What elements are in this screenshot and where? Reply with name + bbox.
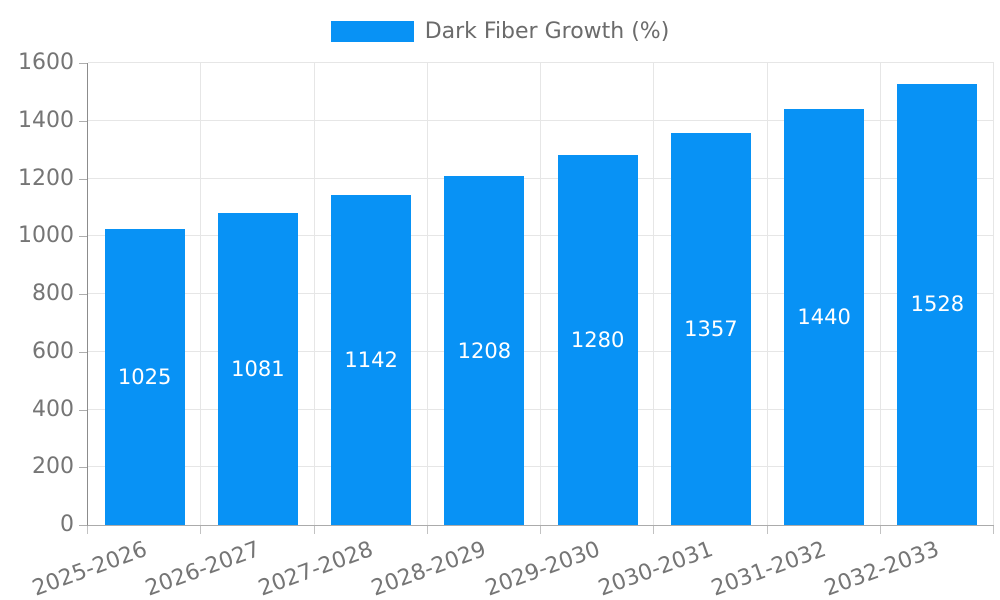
y-axis-tick-label: 400	[32, 396, 74, 422]
x-axis-tick	[313, 526, 315, 534]
x-axis-category-label: 2030-2031	[595, 537, 717, 600]
x-gridline	[879, 63, 881, 525]
y-gridline	[88, 350, 994, 352]
x-axis-tick	[200, 526, 202, 534]
bar-value-label: 1025	[117, 365, 172, 390]
x-axis-category-label: 2029-2030	[481, 537, 604, 600]
y-gridline	[88, 293, 994, 294]
bar[interactable]: 1357	[670, 133, 751, 525]
legend-swatch-icon	[330, 20, 414, 42]
x-axis-tick	[653, 526, 655, 534]
plot-area: 1025 1081 1142 1208 1280 1357 1440 1528	[87, 62, 994, 526]
chart-legend[interactable]: Dark Fiber Growth (%)	[0, 14, 1000, 48]
x-axis-category-label: 2032-2033	[821, 537, 943, 600]
bar-value-label: 1081	[231, 356, 285, 381]
y-gridline	[88, 177, 994, 179]
y-axis-tick-label: 0	[60, 512, 74, 537]
bar[interactable]: 1208	[444, 176, 525, 525]
bar-value-label: 1528	[910, 292, 965, 317]
x-gridline	[313, 63, 315, 525]
x-gridline	[200, 63, 202, 525]
y-axis-tick-label: 1200	[18, 165, 74, 191]
y-gridline	[88, 408, 994, 410]
x-axis-tick	[993, 526, 994, 534]
bar-value-label: 1440	[797, 305, 851, 330]
x-axis-category-label: 2028-2029	[368, 537, 490, 600]
x-axis-tick	[87, 526, 88, 534]
y-axis-tick	[79, 525, 87, 526]
x-axis-category-label: 2026-2027	[142, 537, 264, 600]
x-gridline	[653, 63, 655, 525]
x-axis-category-label: 2027-2028	[255, 537, 377, 600]
x-axis-tick	[879, 526, 881, 534]
y-gridline	[88, 235, 994, 237]
x-gridline	[540, 63, 541, 525]
bar-value-label: 1142	[344, 348, 398, 373]
y-axis-tick	[79, 178, 87, 180]
x-axis-tick	[540, 526, 541, 534]
y-axis-tick	[79, 409, 87, 411]
y-axis-tick-label: 1600	[18, 50, 74, 75]
y-axis-tick-label: 600	[32, 338, 74, 364]
x-axis-tick	[426, 526, 428, 534]
y-axis-tick	[79, 467, 87, 469]
x-axis-tick	[766, 526, 768, 534]
y-axis-tick	[79, 236, 87, 238]
bar[interactable]: 1081	[217, 212, 298, 525]
y-gridline	[88, 119, 994, 121]
y-axis-tick-label: 200	[32, 454, 74, 480]
x-axis-category-label: 2025-2026	[28, 537, 151, 600]
y-axis-tick	[79, 351, 87, 353]
y-axis-tick	[79, 63, 87, 64]
y-gridline	[88, 62, 994, 63]
x-gridline	[426, 63, 428, 525]
x-gridline	[993, 63, 994, 525]
y-gridline	[88, 466, 994, 468]
bar[interactable]: 1280	[557, 155, 638, 525]
bar-value-label: 1357	[684, 317, 738, 342]
y-axis-tick-label: 1000	[18, 223, 74, 249]
bar[interactable]: 1440	[784, 109, 865, 525]
bar-value-label: 1208	[457, 338, 512, 363]
bar-value-label: 1280	[570, 328, 625, 353]
x-gridline	[766, 63, 768, 525]
y-axis-tick	[79, 294, 87, 295]
x-axis-category-label: 2031-2032	[708, 537, 830, 600]
y-axis-tick-label: 1400	[18, 107, 74, 133]
bar[interactable]: 1142	[331, 195, 412, 525]
bar[interactable]: 1528	[897, 83, 978, 525]
bar[interactable]: 1025	[104, 229, 185, 525]
legend-label: Dark Fiber Growth (%)	[424, 18, 670, 44]
y-axis-tick	[79, 120, 87, 122]
y-axis-tick-label: 800	[32, 281, 74, 306]
